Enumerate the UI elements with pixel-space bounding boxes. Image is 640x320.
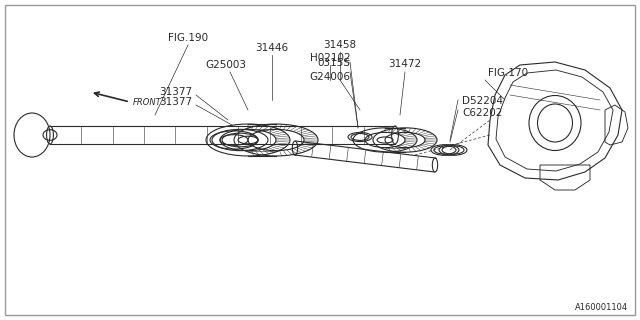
Text: 0315S: 0315S: [317, 58, 350, 68]
Text: H02102: H02102: [310, 53, 350, 63]
Text: A160001104: A160001104: [575, 303, 628, 312]
Text: FIG.190: FIG.190: [168, 33, 208, 43]
Text: 31377: 31377: [159, 87, 192, 97]
Text: G25003: G25003: [205, 60, 246, 70]
Text: FRONT: FRONT: [133, 98, 162, 107]
Text: FIG.170: FIG.170: [488, 68, 528, 78]
Text: D52204: D52204: [462, 96, 503, 106]
Text: 31377: 31377: [159, 97, 192, 107]
Text: 31458: 31458: [323, 40, 356, 50]
Text: C62202: C62202: [462, 108, 502, 118]
Text: 31472: 31472: [388, 59, 422, 69]
Text: 31446: 31446: [255, 43, 289, 53]
Text: G24006: G24006: [309, 72, 350, 82]
